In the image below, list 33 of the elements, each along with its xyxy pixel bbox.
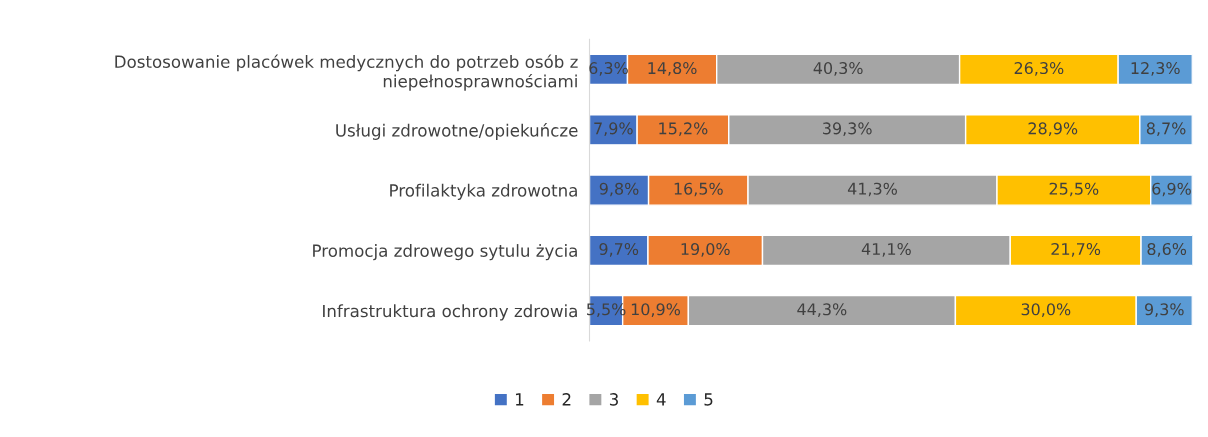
data-label: 41,3% [847, 182, 897, 197]
legend-label: 3 [609, 393, 618, 406]
data-label: 6,9% [1152, 182, 1191, 197]
y-tick-label: Usługi zdrowotne/opiekuńcze [336, 123, 578, 140]
legend-label: 5 [704, 393, 713, 406]
data-label: 12,3% [1131, 62, 1180, 76]
data-label: 21,7% [1051, 242, 1101, 257]
data-label: 19,0% [681, 242, 730, 257]
y-tick-label: Promocja zdrowego sytulu życia [313, 244, 577, 261]
data-label: 15,2% [659, 122, 708, 137]
legend-label: 4 [656, 393, 666, 406]
y-tick-label: Profilaktyka zdrowotna [390, 183, 577, 200]
data-label: 39,3% [823, 122, 872, 137]
data-label: 25,5% [1049, 182, 1099, 197]
data-label: 30,0% [1021, 303, 1071, 317]
data-label: 40,3% [813, 62, 863, 76]
data-label: 9,8% [599, 182, 639, 197]
data-label: 14,8% [648, 62, 697, 76]
data-label: 7,9% [594, 122, 633, 137]
data-label: 41,1% [861, 242, 911, 257]
y-tick-label: Dostosowanie placówek medycznych do potrzeb osób z niepełnosprawnościami [115, 54, 578, 91]
data-label: 28,9% [1028, 122, 1078, 137]
data-label: 10,9% [631, 303, 680, 317]
data-label: 44,3% [797, 303, 847, 317]
data-label: 9,7% [599, 242, 639, 257]
legend-label: 1 [515, 393, 524, 406]
data-label: 8,7% [1146, 122, 1186, 137]
data-label: 26,3% [1014, 62, 1064, 76]
data-label: 8,6% [1147, 242, 1187, 257]
data-label: 9,3% [1144, 303, 1184, 317]
legend-label: 2 [562, 393, 571, 406]
y-tick-label: Infrastruktura ochrony zdrowia [323, 304, 577, 321]
data-label: 16,5% [674, 182, 723, 197]
